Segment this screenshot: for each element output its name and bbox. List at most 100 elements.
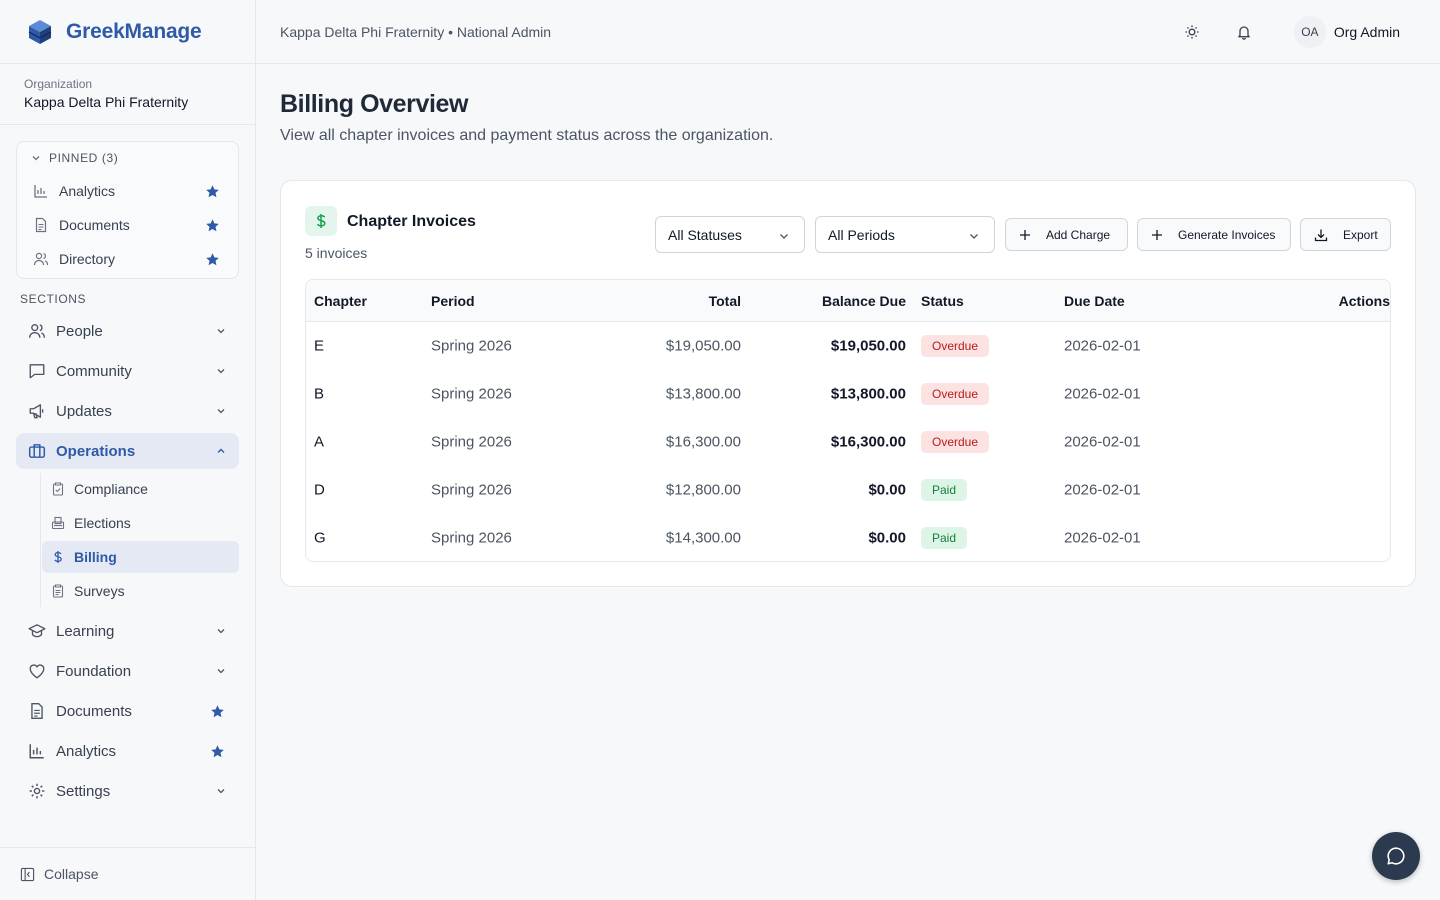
pinned-item-analytics[interactable]: Analytics <box>17 174 238 208</box>
table-row[interactable]: E Spring 2026 $19,050.00 $19,050.00 Over… <box>306 322 1390 370</box>
bell-icon <box>1237 26 1250 40</box>
brand[interactable]: GreekManage <box>0 0 255 64</box>
theme-toggle-button[interactable] <box>1176 16 1208 48</box>
table-row[interactable]: D Spring 2026 $12,800.00 $0.00 Paid 2026… <box>306 466 1390 514</box>
notifications-button[interactable] <box>1228 16 1260 48</box>
period-filter-select[interactable]: All Periods <box>815 216 995 253</box>
sidebar-item-operations[interactable]: Operations <box>16 433 239 469</box>
sidebar-item-label: Analytics <box>56 742 117 760</box>
brand-name: GreekManage <box>66 19 202 43</box>
dollar-icon <box>54 551 62 563</box>
chevron-down-icon <box>217 789 225 794</box>
sidebar-item-label: Documents <box>56 702 132 720</box>
sidebar-item-learning[interactable]: Learning <box>16 613 239 649</box>
table-row[interactable]: B Spring 2026 $13,800.00 $13,800.00 Over… <box>306 370 1390 418</box>
sidebar-item-settings[interactable]: Settings <box>16 773 239 809</box>
column-header-status[interactable]: Status <box>921 292 964 309</box>
sidebar-item-people[interactable]: People <box>16 313 239 349</box>
table-header: Chapter Period Total Balance Due Status … <box>306 280 1390 322</box>
ballot-box-icon <box>51 516 65 530</box>
column-header-chapter[interactable]: Chapter <box>314 292 367 309</box>
sidebar-item-foundation[interactable]: Foundation <box>16 653 239 689</box>
chevron-up-icon <box>217 448 225 453</box>
clipboard-check-icon <box>52 482 64 496</box>
sidebar-subitem-surveys[interactable]: Surveys <box>42 575 239 607</box>
add-charge-button[interactable]: Add Charge <box>1005 218 1128 251</box>
chevron-down-icon <box>970 234 978 239</box>
star-icon[interactable] <box>210 704 225 719</box>
chevron-down-icon <box>217 329 225 334</box>
sidebar-item-label: People <box>56 322 103 340</box>
briefcase-icon <box>28 444 46 458</box>
top-actions: OA Org Admin <box>1176 16 1400 48</box>
generate-invoices-button[interactable]: Generate Invoices <box>1137 218 1291 251</box>
status-filter-select[interactable]: All Statuses <box>655 216 805 253</box>
sun-icon <box>1185 25 1199 39</box>
sidebar-item-label: Operations <box>56 442 136 460</box>
cube-logo-icon <box>28 19 52 44</box>
sidebar-item-updates[interactable]: Updates <box>16 393 239 429</box>
chat-bubble-icon <box>29 364 45 379</box>
sidebar-item-label: Foundation <box>56 662 132 680</box>
dollar-icon <box>305 206 337 236</box>
chevron-down-icon <box>217 369 225 374</box>
sidebar-subitem-label: Elections <box>74 515 131 531</box>
org-name: Kappa Delta Phi Fraternity <box>24 94 189 110</box>
cell-chapter: B <box>314 385 325 403</box>
collapse-sidebar-button[interactable]: Collapse <box>0 847 255 900</box>
column-header-total[interactable]: Total <box>708 292 741 309</box>
column-header-due-date[interactable]: Due Date <box>1064 292 1125 309</box>
sidebar: GreekManage Organization Kappa Delta Phi… <box>0 0 256 900</box>
cell-due-date: 2026-02-01 <box>1064 529 1141 547</box>
pinned-header: PINNED (3) <box>49 151 119 165</box>
user-name[interactable]: Org Admin <box>1333 24 1400 40</box>
export-button[interactable]: Export <box>1300 218 1391 251</box>
plus-icon <box>1152 229 1162 240</box>
star-icon[interactable] <box>210 744 225 759</box>
top-bar: Kappa Delta Phi Fraternity • National Ad… <box>256 0 1440 64</box>
sidebar-subitem-elections[interactable]: Elections <box>42 507 239 539</box>
sidebar-subitem-billing[interactable]: Billing <box>42 541 239 573</box>
status-badge: Overdue <box>921 431 990 453</box>
document-icon <box>35 217 47 233</box>
sidebar-item-documents[interactable]: Documents <box>16 693 239 729</box>
cell-period: Spring 2026 <box>431 481 512 499</box>
sidebar-item-community[interactable]: Community <box>16 353 239 389</box>
page-subtitle: View all chapter invoices and payment st… <box>280 127 774 144</box>
download-icon <box>1314 229 1328 241</box>
sidebar-subitem-label: Billing <box>74 549 117 565</box>
sidebar-subitem-compliance[interactable]: Compliance <box>42 473 239 505</box>
status-badge: Overdue <box>921 335 990 357</box>
sidebar-item-label: Updates <box>56 402 112 420</box>
star-icon[interactable] <box>205 218 220 233</box>
star-icon[interactable] <box>205 184 220 199</box>
status-badge: Paid <box>921 527 968 549</box>
avatar[interactable]: OA <box>1293 16 1326 48</box>
pinned-item-documents[interactable]: Documents <box>17 208 238 242</box>
cell-total: $14,300.00 <box>665 529 741 547</box>
users-icon <box>33 252 49 266</box>
pinned-item-directory[interactable]: Directory <box>17 242 238 276</box>
sidebar-item-analytics[interactable]: Analytics <box>16 733 239 769</box>
invoices-card: Chapter Invoices 5 invoices All Statuses… <box>280 180 1416 587</box>
chevron-down-icon <box>217 669 225 674</box>
cell-balance-due: $0.00 <box>868 481 906 499</box>
pinned-toggle[interactable]: PINNED (3) <box>17 142 238 174</box>
cell-period: Spring 2026 <box>431 385 512 403</box>
table-row[interactable]: A Spring 2026 $16,300.00 $16,300.00 Over… <box>306 418 1390 466</box>
bar-chart-icon <box>34 185 47 198</box>
collapse-panel-icon <box>20 867 35 881</box>
column-header-balance-due[interactable]: Balance Due <box>821 292 906 309</box>
org-switcher[interactable]: Organization Kappa Delta Phi Fraternity <box>0 64 255 125</box>
table-row[interactable]: G Spring 2026 $14,300.00 $0.00 Paid 2026… <box>306 514 1390 561</box>
chat-support-button[interactable] <box>1372 832 1420 880</box>
cell-total: $12,800.00 <box>665 481 741 499</box>
cell-chapter: G <box>314 529 326 547</box>
status-badge: Overdue <box>921 383 990 405</box>
star-icon[interactable] <box>205 252 220 267</box>
pinned-item-label: Directory <box>59 251 116 267</box>
column-header-period[interactable]: Period <box>431 292 475 309</box>
chevron-down-icon <box>217 409 225 414</box>
cell-chapter: E <box>314 337 325 355</box>
sidebar-subitem-label: Compliance <box>74 481 148 497</box>
